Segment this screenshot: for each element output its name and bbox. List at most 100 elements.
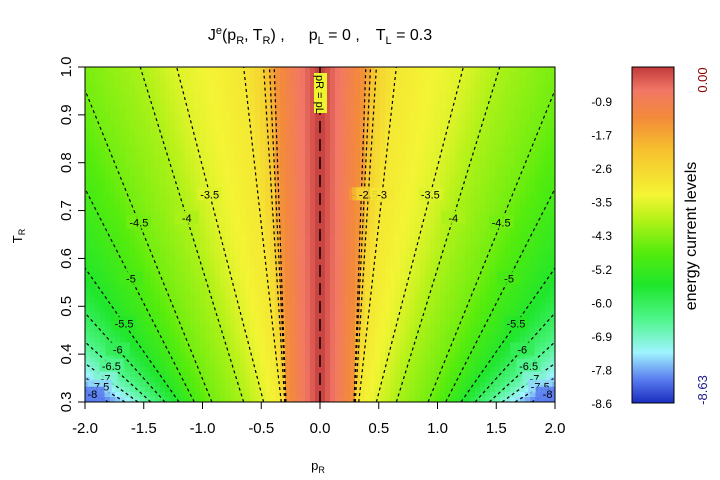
- heatmap-cell: [85, 297, 91, 303]
- heatmap-cell: [430, 392, 436, 398]
- heatmap-cell: [200, 317, 206, 323]
- heatmap-cell: [330, 347, 336, 353]
- heatmap-cell: [400, 272, 406, 278]
- heatmap-cell: [390, 397, 396, 402]
- heatmap-cell: [445, 132, 451, 138]
- heatmap-cell: [245, 342, 251, 348]
- heatmap-cell: [110, 152, 116, 158]
- heatmap-cell: [120, 397, 126, 402]
- heatmap-cell: [185, 162, 191, 168]
- heatmap-cell: [230, 207, 236, 213]
- heatmap-cell: [285, 237, 291, 243]
- heatmap-cell: [85, 367, 91, 373]
- heatmap-cell: [195, 202, 201, 208]
- heatmap-cell: [410, 317, 416, 323]
- heatmap-cell: [135, 287, 141, 293]
- heatmap-cell: [350, 282, 356, 288]
- heatmap-cell: [250, 362, 256, 368]
- heatmap-cell: [100, 67, 106, 73]
- heatmap-cell: [170, 212, 176, 218]
- heatmap-cell: [215, 232, 221, 238]
- heatmap-cell: [280, 142, 286, 148]
- heatmap-cell: [380, 327, 386, 333]
- heatmap-cell: [155, 117, 161, 123]
- heatmap-cell: [210, 127, 216, 133]
- heatmap-cell: [110, 147, 116, 153]
- heatmap-cell: [345, 302, 351, 308]
- heatmap-cell: [405, 307, 411, 313]
- heatmap-cell: [130, 282, 136, 288]
- heatmap-cell: [290, 77, 296, 83]
- heatmap-cell: [255, 162, 261, 168]
- heatmap-cell: [110, 167, 116, 173]
- heatmap-cell: [400, 192, 406, 198]
- heatmap-cell: [450, 287, 456, 293]
- heatmap-cell: [140, 202, 146, 208]
- heatmap-cell: [320, 167, 326, 173]
- heatmap-cell: [235, 397, 241, 402]
- heatmap-cell: [445, 332, 451, 338]
- heatmap-cell: [435, 102, 441, 108]
- heatmap-cell: [415, 97, 421, 103]
- heatmap-cell: [380, 392, 386, 398]
- heatmap-cell: [105, 137, 111, 143]
- heatmap-cell: [290, 252, 296, 258]
- heatmap-cell: [205, 392, 211, 398]
- heatmap-cell: [445, 87, 451, 93]
- heatmap-cell: [225, 242, 231, 248]
- heatmap-cell: [135, 237, 141, 243]
- heatmap-cell: [240, 172, 246, 178]
- heatmap-cell: [310, 277, 316, 283]
- heatmap-cell: [125, 82, 131, 88]
- heatmap-cell: [150, 182, 156, 188]
- heatmap-cell: [245, 152, 251, 158]
- heatmap-cell: [145, 362, 151, 368]
- heatmap-cell: [345, 357, 351, 363]
- heatmap-cell: [295, 357, 301, 363]
- heatmap-cell: [245, 247, 251, 253]
- heatmap-cell: [445, 147, 451, 153]
- heatmap-cell: [310, 142, 316, 148]
- heatmap-cell: [205, 272, 211, 278]
- heatmap-cell: [185, 172, 191, 178]
- heatmap-cell: [85, 187, 91, 193]
- heatmap-cell: [195, 92, 201, 98]
- heatmap-cell: [225, 262, 231, 268]
- heatmap-cell: [345, 327, 351, 333]
- heatmap-cell: [195, 167, 201, 173]
- heatmap-cell: [210, 382, 216, 388]
- heatmap-cell: [205, 122, 211, 128]
- heatmap-cell: [410, 272, 416, 278]
- heatmap-cell: [240, 82, 246, 88]
- heatmap-cell: [285, 342, 291, 348]
- heatmap-cell: [170, 297, 176, 303]
- heatmap-cell: [360, 252, 366, 258]
- heatmap-cell: [260, 222, 266, 228]
- heatmap-cell: [275, 267, 281, 273]
- heatmap-cell: [310, 332, 316, 338]
- heatmap-cell: [430, 77, 436, 83]
- heatmap-cell: [95, 322, 101, 328]
- heatmap-cell: [195, 162, 201, 168]
- heatmap-cell: [125, 72, 131, 78]
- heatmap-cell: [125, 102, 131, 108]
- heatmap-cell: [190, 257, 196, 263]
- heatmap-cell: [285, 202, 291, 208]
- heatmap-cell: [220, 192, 226, 198]
- heatmap-cell: [130, 67, 136, 73]
- heatmap-cell: [320, 197, 326, 203]
- heatmap-cell: [430, 277, 436, 283]
- heatmap-cell: [380, 367, 386, 373]
- heatmap-cell: [360, 247, 366, 253]
- heatmap-cell: [130, 87, 136, 93]
- heatmap-cell: [295, 297, 301, 303]
- heatmap-cell: [305, 347, 311, 353]
- heatmap-cell: [370, 362, 376, 368]
- heatmap-cell: [265, 157, 271, 163]
- heatmap-cell: [235, 342, 241, 348]
- heatmap-cell: [90, 222, 96, 228]
- heatmap-cell: [450, 117, 456, 123]
- heatmap-cell: [215, 92, 221, 98]
- heatmap-cell: [100, 297, 106, 303]
- heatmap-cell: [390, 342, 396, 348]
